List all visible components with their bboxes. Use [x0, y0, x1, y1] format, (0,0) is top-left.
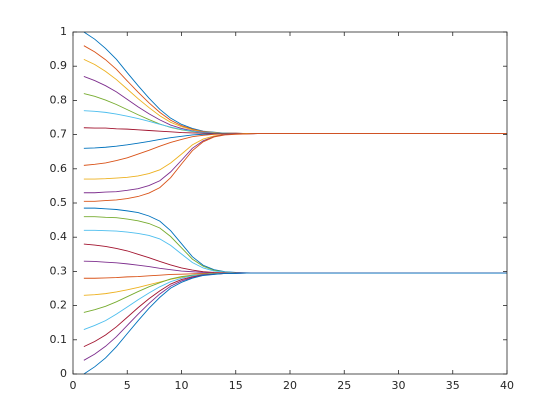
y-tick-label: 0.6: [50, 162, 68, 175]
x-tick-label: 25: [337, 379, 351, 392]
y-tick-label: 0.4: [50, 230, 68, 243]
y-tick-label: 1: [60, 25, 67, 38]
y-tick-label: 0.8: [50, 93, 68, 106]
data-line: [83, 133, 507, 202]
x-tick-label: 5: [124, 379, 131, 392]
plot-lines: [83, 31, 507, 375]
y-tick-label: 0.3: [50, 264, 68, 277]
x-tick-label: 35: [446, 379, 460, 392]
y-tick-label: 0.1: [50, 333, 68, 346]
x-tick-label: 15: [229, 379, 243, 392]
x-tick-label: 10: [175, 379, 189, 392]
x-tick-label: 30: [392, 379, 406, 392]
y-tick-label: 0.7: [50, 128, 68, 141]
y-tick-label: 0.2: [50, 299, 68, 312]
axes-background: [73, 32, 507, 374]
y-tick-label: 0: [60, 367, 67, 380]
data-line: [83, 272, 507, 375]
y-tick-label: 0.9: [50, 59, 68, 72]
x-tick-label: 0: [70, 379, 77, 392]
x-tick-label: 20: [283, 379, 297, 392]
x-tick-label: 40: [500, 379, 514, 392]
y-tick-label: 0.5: [50, 196, 68, 209]
